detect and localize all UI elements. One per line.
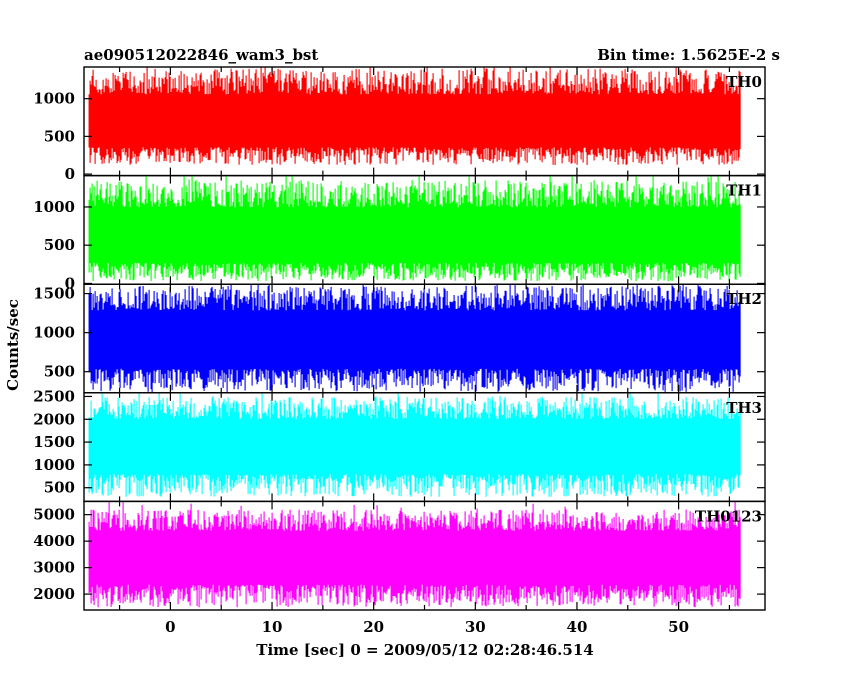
x-tick-label: 40	[567, 618, 588, 636]
panel-label: TH3	[726, 399, 762, 417]
chart-title: ae090512022846_wam3_bst	[84, 46, 318, 64]
series-th2-line	[88, 284, 741, 392]
y-tick-label: 500	[44, 363, 75, 381]
x-tick-label: 50	[668, 618, 689, 636]
x-tick-label: 10	[262, 618, 283, 636]
y-tick-label: 1000	[33, 90, 75, 108]
y-tick-label: 1000	[33, 456, 75, 474]
x-tick-label: 20	[363, 618, 384, 636]
panel-th0123: 2000 3000 4000 5000 TH0123	[33, 500, 766, 611]
series-th0-line	[88, 67, 741, 165]
panel-label: TH0123	[695, 507, 762, 525]
y-tick-label: 500	[44, 236, 75, 254]
panel-label: TH0	[726, 73, 762, 91]
y-tick-label: 500	[44, 479, 75, 497]
x-axis-title: Time [sec] 0 = 2009/05/12 02:28:46.514	[256, 641, 593, 659]
panel-th3: 500 1000 1500 2000 2500 TH3	[33, 387, 766, 503]
y-tick-label: 3000	[33, 559, 75, 577]
panels-group: 0 500 1000 TH0 0 500 1000 TH1 500 1000 1500 TH2 500 1…	[33, 66, 766, 611]
panel-label: TH2	[726, 290, 762, 308]
bin-time-label: Bin time: 1.5625E-2 s	[597, 46, 780, 64]
series-th0123-line	[88, 501, 741, 608]
y-tick-label: 2500	[33, 387, 75, 405]
series-th3-line	[88, 392, 741, 497]
panel-th2: 500 1000 1500 TH2	[33, 283, 766, 394]
panel-th1: 0 500 1000 TH1	[33, 174, 766, 292]
y-tick-label: 4000	[33, 532, 75, 550]
y-tick-label: 1000	[33, 324, 75, 342]
y-tick-label: 1000	[33, 198, 75, 216]
series-th1-line	[88, 175, 741, 282]
panel-th0: 0 500 1000 TH0	[33, 66, 766, 183]
x-tick-label: 30	[465, 618, 486, 636]
y-tick-label: 1500	[33, 433, 75, 451]
y-axis-title: Counts/sec	[4, 299, 22, 391]
y-tick-label: 0	[65, 274, 75, 292]
y-tick-label: 500	[44, 127, 75, 145]
y-tick-label: 0	[65, 165, 75, 183]
y-tick-label: 2000	[33, 410, 75, 428]
x-tick-label: 0	[165, 618, 175, 636]
panel-label: TH1	[726, 182, 762, 200]
y-tick-label: 5000	[33, 506, 75, 524]
y-tick-label: 2000	[33, 585, 75, 603]
x-axis: 0 10 20 30 40 50	[165, 618, 689, 636]
y-tick-label: 1500	[33, 285, 75, 303]
